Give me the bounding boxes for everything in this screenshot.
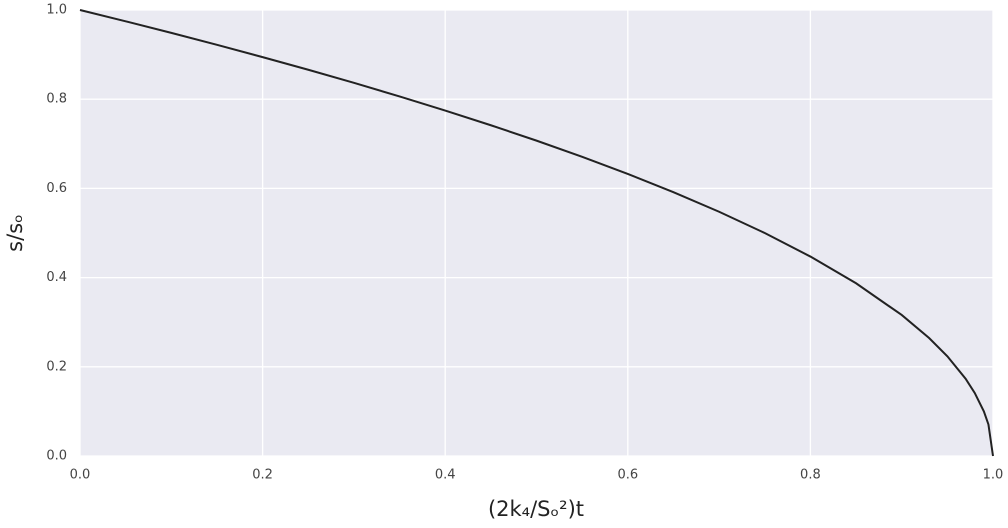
line [79,9,994,457]
x-tick-label: 0.0 [70,468,91,483]
y-tick-label: 1.0 [46,3,67,18]
x-tick-label: 1.0 [983,468,1004,483]
x-tick-label: 0.8 [800,468,821,483]
x-tick-label: 0.2 [252,468,273,483]
y-tick-label: 0.0 [46,449,67,464]
y-tick-label: 0.2 [46,359,67,374]
x-tick-label: 0.6 [617,468,638,483]
y-tick-label: 0.4 [46,270,67,285]
plot-area [80,10,993,456]
y-tick-label: 0.6 [46,181,67,196]
y-axis-label: s/sₒ [3,214,27,252]
x-tick-label: 0.4 [435,468,456,483]
y-tick-label: 0.8 [46,92,67,107]
x-axis-label: (2k₄/Sₒ²)t [488,497,584,521]
